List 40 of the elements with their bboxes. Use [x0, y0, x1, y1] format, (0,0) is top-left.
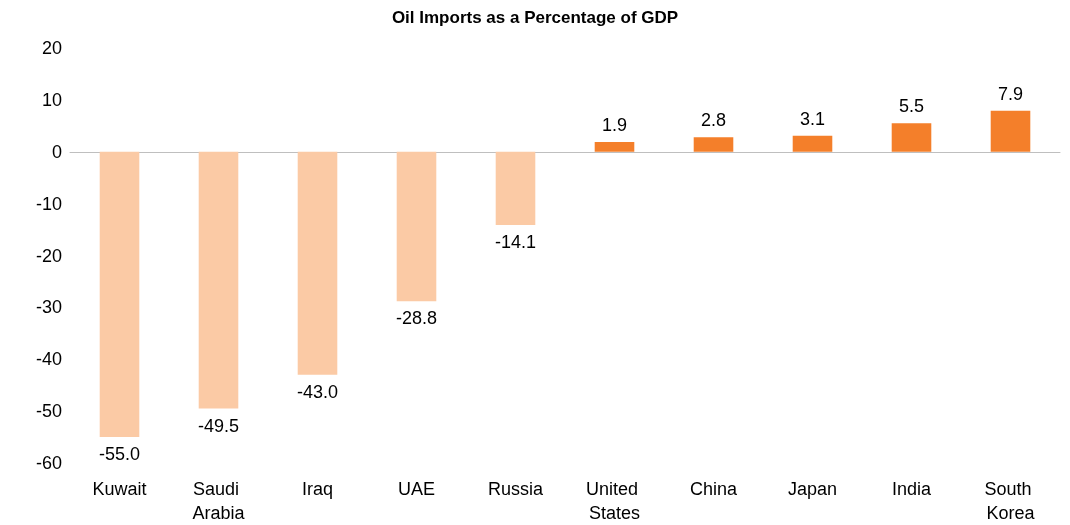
- x-tick-label: UAE: [397, 479, 436, 499]
- x-tick-label: Iraq: [301, 479, 334, 499]
- y-tick-label: -30: [35, 297, 62, 318]
- bar: [198, 151, 239, 409]
- bar: [99, 151, 140, 438]
- x-tick-label: India: [891, 479, 932, 499]
- data-label: -55.0: [98, 444, 141, 465]
- y-tick-label: -40: [35, 349, 62, 370]
- y-tick-label: -50: [35, 401, 62, 422]
- data-label: -28.8: [395, 308, 438, 329]
- data-label: -14.1: [494, 231, 537, 252]
- data-label: 5.5: [898, 96, 925, 117]
- y-tick-label: -10: [35, 193, 62, 214]
- data-label: 2.8: [700, 110, 727, 131]
- y-tick-label: 0: [51, 141, 62, 162]
- y-tick-label: 10: [41, 89, 62, 110]
- x-tick-label: Kuwait: [92, 479, 147, 499]
- x-tick-label: Russia: [487, 479, 544, 499]
- x-tick-label: South Korea: [984, 479, 1037, 523]
- data-label: 7.9: [997, 83, 1024, 104]
- bar: [396, 151, 437, 302]
- data-label: 1.9: [601, 114, 628, 135]
- bar: [693, 137, 734, 152]
- bar: [990, 110, 1031, 152]
- data-label: -49.5: [197, 415, 240, 436]
- x-tick-label: Saudi Arabia: [192, 479, 246, 523]
- bar: [891, 123, 932, 152]
- bar: [792, 135, 833, 152]
- y-tick-label: 20: [41, 38, 62, 58]
- y-tick-label: -20: [35, 245, 62, 266]
- chart-title: Oil Imports as a Percentage of GDP: [391, 8, 679, 27]
- bar: [495, 151, 536, 225]
- x-tick-label: Japan: [787, 479, 838, 499]
- x-tick-label: China: [689, 479, 738, 499]
- bar: [594, 141, 635, 152]
- bar: [297, 151, 338, 375]
- data-label: -43.0: [296, 381, 339, 402]
- y-tick-label: -60: [35, 453, 62, 473]
- data-label: 3.1: [799, 108, 826, 129]
- x-tick-label: United States: [585, 479, 644, 523]
